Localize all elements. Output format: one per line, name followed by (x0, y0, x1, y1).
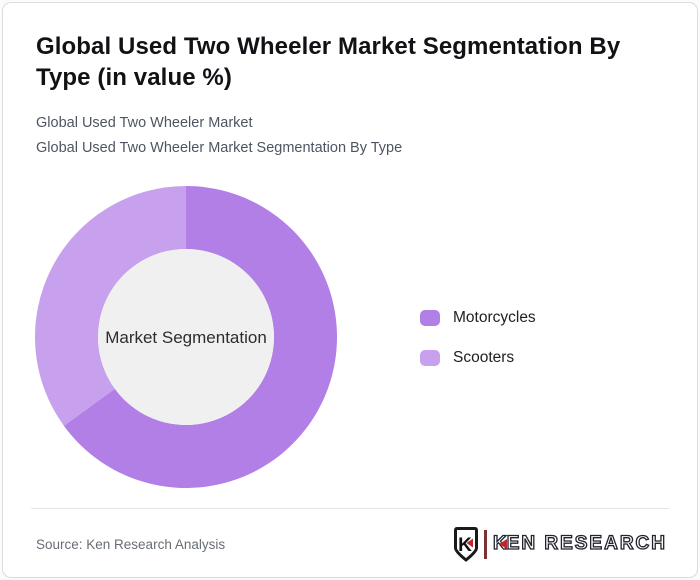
subtitle-line-2: Global Used Two Wheeler Market Segmentat… (36, 140, 403, 156)
emblem-letter: K (459, 535, 473, 556)
legend-label-motorcycles: Motorcycles (453, 309, 536, 326)
donut-chart-svg (35, 186, 337, 488)
chart-title: Global Used Two Wheeler Market Segmentat… (36, 33, 621, 91)
donut-hole (98, 249, 274, 425)
source-text: Source: Ken Research Analysis (36, 537, 226, 552)
donut-segment-motorcycles[interactable] (63, 186, 337, 488)
legend-swatch-scooters (420, 350, 440, 366)
donut-chart: Market Segmentation (35, 186, 337, 488)
chart-legend: Motorcycles Scooters (420, 309, 536, 389)
brand-wordmark: K EN RESEARCH (492, 532, 667, 555)
legend-item-motorcycles[interactable]: Motorcycles (420, 309, 536, 327)
donut-center-label: Market Segmentation (105, 328, 267, 347)
legend-swatch-motorcycles (420, 310, 440, 326)
brand-rest: EN RESEARCH (506, 532, 667, 554)
donut-segment-scooters[interactable] (35, 186, 186, 426)
logo-vertical-bar (484, 529, 487, 559)
legend-label-scooters: Scooters (453, 349, 515, 366)
ken-research-logo: K K EN RESEARCH (454, 525, 667, 563)
brand-red-triangle-icon (498, 539, 507, 549)
footer-divider (31, 508, 669, 509)
chart-subtitle: Global Used Two Wheeler Market Global Us… (36, 111, 666, 161)
subtitle-line-1: Global Used Two Wheeler Market (36, 115, 253, 131)
ken-research-shield-icon: K (454, 526, 479, 562)
legend-item-scooters[interactable]: Scooters (420, 349, 536, 367)
emblem-red-triangle-icon (466, 538, 474, 547)
